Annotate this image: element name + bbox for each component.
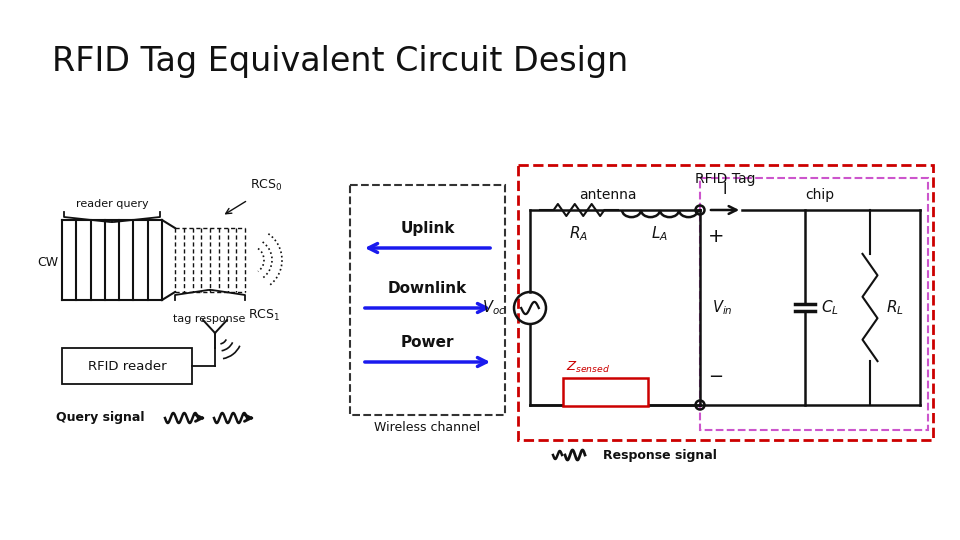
Bar (350, 185, 505, 415)
Text: $V_{oc}$: $V_{oc}$ (482, 299, 506, 318)
Bar (62, 348, 192, 384)
Text: tag response: tag response (173, 314, 246, 324)
Text: $V_{in}$: $V_{in}$ (712, 299, 732, 318)
Text: Power: Power (400, 335, 454, 350)
Text: +: + (708, 226, 725, 246)
Text: Uplink: Uplink (400, 221, 455, 236)
Bar (700, 178, 928, 430)
Text: antenna: antenna (579, 188, 636, 202)
Text: RCS$_0$: RCS$_0$ (250, 178, 282, 193)
Text: Downlink: Downlink (388, 281, 468, 296)
Text: RCS$_1$: RCS$_1$ (248, 308, 280, 323)
Text: chip: chip (805, 188, 834, 202)
Text: $C_L$: $C_L$ (821, 299, 839, 318)
Text: Response signal: Response signal (603, 449, 717, 462)
Text: $R_L$: $R_L$ (886, 299, 904, 318)
Text: RFID Tag: RFID Tag (695, 172, 756, 186)
Text: RFID reader: RFID reader (87, 360, 166, 373)
Text: reader query: reader query (76, 199, 148, 209)
Text: Query signal: Query signal (56, 411, 144, 424)
Text: $R_A$: $R_A$ (569, 224, 588, 242)
Text: RFID Tag Equivalent Circuit Design: RFID Tag Equivalent Circuit Design (52, 45, 628, 78)
Bar (563, 378, 648, 406)
Text: CW: CW (36, 255, 58, 268)
Text: I: I (723, 182, 728, 197)
Text: Wireless channel: Wireless channel (374, 421, 481, 434)
Text: −: − (708, 368, 723, 386)
Text: $L_A$: $L_A$ (652, 224, 668, 242)
Bar (518, 165, 933, 440)
Text: $Z_{sensed}$: $Z_{sensed}$ (566, 360, 611, 375)
